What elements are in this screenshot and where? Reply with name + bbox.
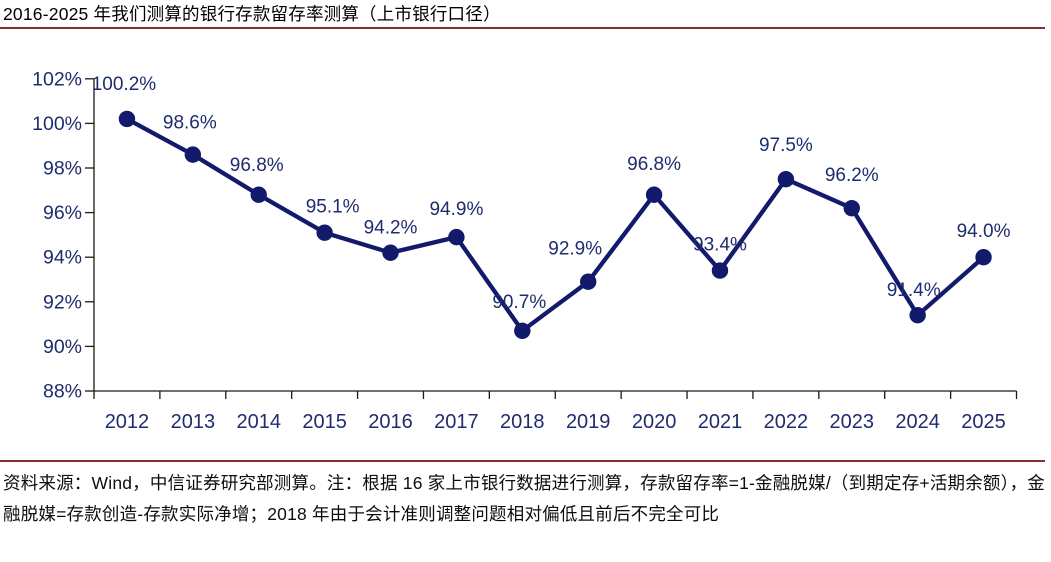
footer-divider [0, 460, 1045, 462]
y-axis-label: 92% [43, 291, 82, 313]
x-axis-label: 2021 [698, 411, 743, 433]
data-label: 94.0% [957, 221, 1011, 242]
data-point [448, 228, 465, 246]
data-point [250, 186, 267, 203]
data-point [184, 146, 202, 163]
data-point [645, 186, 663, 203]
data-label: 96.8% [230, 155, 284, 176]
data-point [777, 170, 795, 188]
x-axis-label: 2018 [500, 411, 545, 433]
data-label: 95.1% [306, 197, 360, 218]
y-axis-label: 102% [32, 68, 82, 90]
x-axis-label: 2012 [105, 411, 150, 433]
x-axis-label: 2016 [368, 411, 413, 433]
line-chart-svg: 88% 90% 92% 94% 96% 98% 100% 102% 2012 2013 2014 20… [32, 68, 1018, 433]
data-point [579, 273, 597, 290]
data-point [843, 199, 860, 217]
data-label: 100.2% [92, 74, 157, 95]
data-label: 97.5% [759, 135, 813, 156]
data-label: 91.4% [887, 280, 941, 301]
y-axis-label: 94% [43, 247, 82, 269]
data-label: 98.6% [163, 113, 217, 134]
data-point [316, 224, 333, 241]
data-point [909, 306, 926, 324]
data-label: 93.4% [693, 235, 747, 256]
x-axis-label: 2015 [302, 411, 347, 433]
data-point [514, 322, 531, 339]
data-point [382, 244, 399, 261]
y-axis-label: 96% [43, 202, 82, 224]
data-label: 90.7% [492, 292, 546, 313]
title-underline [0, 27, 1045, 29]
x-axis-label: 2013 [171, 411, 216, 433]
series-line [124, 116, 986, 333]
data-point [975, 249, 992, 266]
chart-title: 2016-2025 年我们测算的银行存款留存率测算（上市银行口径） [3, 4, 501, 24]
x-axis-label: 2022 [764, 411, 809, 433]
data-point [118, 110, 136, 128]
data-label: 94.9% [429, 199, 483, 220]
data-label: 92.9% [548, 239, 602, 260]
y-axis-label: 98% [43, 158, 82, 180]
y-axis-label: 88% [43, 381, 82, 403]
y-axis-label: 100% [32, 113, 82, 135]
data-label: 94.2% [364, 218, 418, 239]
data-label: 96.8% [627, 154, 681, 175]
x-axis-label: 2023 [830, 411, 875, 433]
x-axis-label: 2025 [961, 411, 1006, 433]
data-label: 96.2% [825, 165, 879, 186]
source-note: 资料来源：Wind，中信证券研究部测算。注：根据 16 家上市银行数据进行测算，… [3, 473, 1045, 524]
x-axis-label: 2017 [434, 411, 479, 433]
line-chart: 88% 90% 92% 94% 96% 98% 100% 102% 2012 2013 2014 20… [0, 38, 1051, 458]
x-axis-label: 2020 [632, 411, 677, 433]
x-axis-label: 2019 [566, 411, 611, 433]
y-axis-label: 90% [43, 336, 82, 358]
data-point [711, 262, 729, 279]
x-axis-label: 2014 [236, 411, 281, 433]
x-axis-label: 2024 [895, 411, 940, 433]
